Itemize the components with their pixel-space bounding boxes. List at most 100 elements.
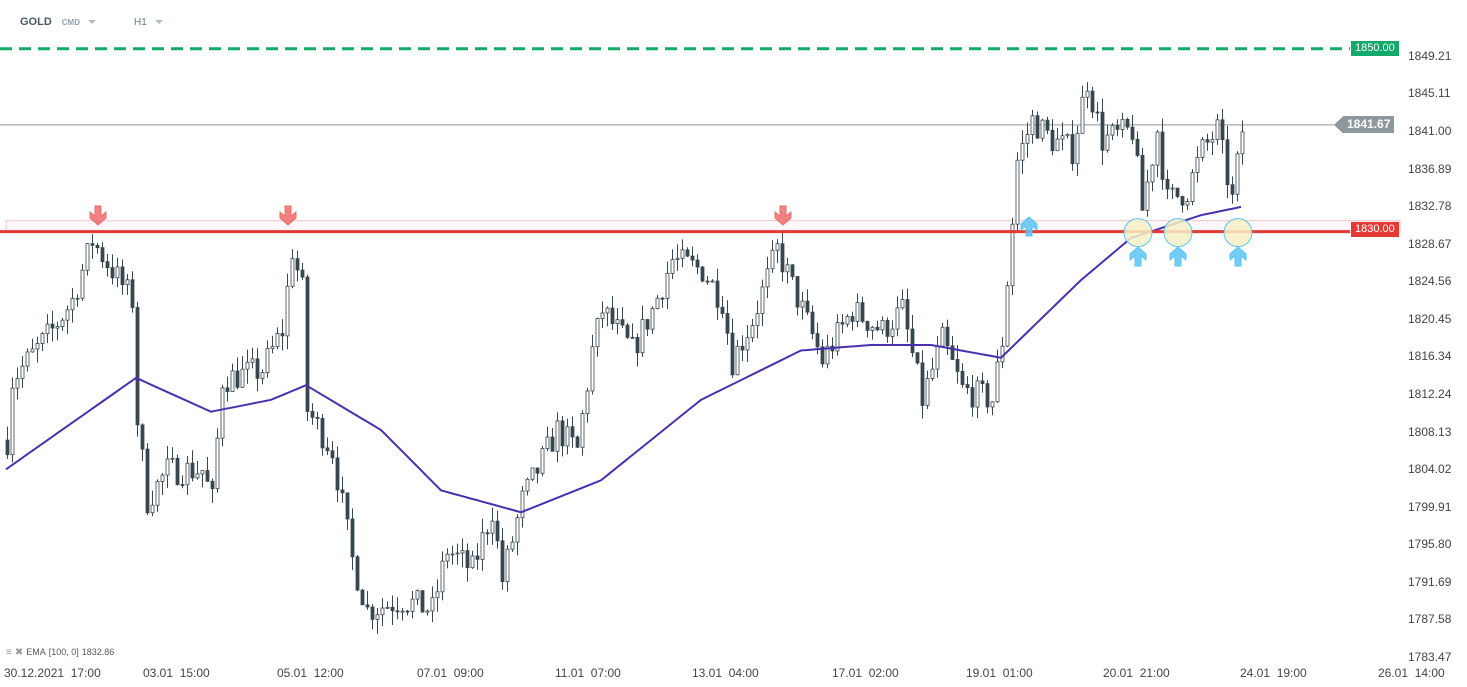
- candle-body: [1070, 134, 1075, 165]
- time-tick-label: 05.01 12:00: [277, 666, 344, 680]
- candle-body: [795, 276, 800, 308]
- candle-body: [85, 243, 90, 271]
- symbol-dropdown-icon[interactable]: [88, 20, 96, 24]
- candle-body: [660, 297, 665, 300]
- symbol-label[interactable]: GOLD: [20, 16, 52, 28]
- candle-body: [550, 436, 555, 452]
- candle-body: [520, 490, 525, 519]
- touch-circle-marker: [1123, 218, 1153, 248]
- candle-body: [115, 266, 120, 279]
- candle-body: [1015, 159, 1020, 225]
- candle-body: [1165, 178, 1170, 190]
- candle-body: [405, 610, 410, 613]
- time-tick-label: 30.12.2021 17:00: [4, 666, 101, 680]
- candle-body: [1050, 129, 1055, 152]
- candle-body: [760, 286, 765, 314]
- candle-body: [1190, 172, 1195, 203]
- candle-body: [1010, 223, 1015, 287]
- candle-body: [1005, 285, 1010, 347]
- candle-body: [620, 319, 625, 326]
- candle-body: [1105, 134, 1110, 151]
- settings-icon[interactable]: ≡: [6, 647, 12, 658]
- candle-body: [1040, 119, 1045, 139]
- buy-arrow-icon: [1129, 246, 1147, 267]
- candle-body: [640, 319, 645, 354]
- candle-body: [765, 268, 770, 288]
- candle-body: [605, 307, 610, 314]
- candle-body: [1025, 134, 1030, 144]
- price-tick-label: 1804.02: [1408, 462, 1452, 477]
- candle-body: [155, 481, 160, 506]
- candle-body: [465, 550, 470, 569]
- support-level-label: 1830.00: [1351, 221, 1399, 237]
- candle-body: [665, 273, 670, 299]
- candle-body: [645, 319, 650, 330]
- candle-body: [845, 316, 850, 325]
- candle-body: [630, 336, 635, 339]
- candle-body: [10, 387, 15, 456]
- candle-body: [960, 370, 965, 385]
- price-tick-label: 1824.56: [1408, 274, 1452, 289]
- candle-body: [855, 302, 860, 322]
- candle-body: [15, 378, 20, 389]
- timeframe-label[interactable]: H1: [134, 16, 147, 28]
- candle-body: [1085, 90, 1090, 98]
- candle-body: [950, 345, 955, 360]
- candle-body: [685, 249, 690, 257]
- timeframe-dropdown-icon[interactable]: [154, 20, 163, 24]
- buy-arrow-icon: [1169, 246, 1187, 267]
- candle-body: [1055, 138, 1060, 152]
- candle-body: [770, 249, 775, 270]
- candle-body: [1080, 96, 1085, 134]
- candle-body: [510, 541, 515, 550]
- candle-body: [895, 307, 900, 330]
- candle-body: [1170, 187, 1175, 190]
- candle-body: [720, 306, 725, 314]
- candle-body: [810, 311, 815, 334]
- candle-body: [130, 279, 135, 308]
- candle-body: [735, 345, 740, 376]
- candle-body: [920, 362, 925, 406]
- candle-body: [50, 323, 55, 329]
- candle-body: [385, 606, 390, 609]
- candle-body: [1110, 125, 1115, 136]
- time-tick-label: 13.01 04:00: [692, 666, 759, 680]
- candle-body: [530, 467, 535, 480]
- candle-body: [315, 416, 320, 419]
- candle-body: [940, 326, 945, 347]
- candle-body: [585, 390, 590, 414]
- candle-body: [65, 309, 70, 321]
- candle-body: [650, 308, 655, 330]
- candle-body: [1020, 142, 1025, 161]
- candle-body: [280, 333, 285, 337]
- candle-body: [165, 458, 170, 476]
- candle-body: [110, 267, 115, 279]
- candle-body: [1210, 139, 1215, 143]
- time-tick-label: 03.01 15:00: [143, 666, 210, 680]
- candle-body: [655, 297, 660, 309]
- candle-body: [1140, 155, 1145, 211]
- candle-body: [745, 337, 750, 351]
- candle-body: [625, 324, 630, 338]
- current-price-label: 1841.67: [1343, 116, 1395, 134]
- candle-body: [350, 518, 355, 558]
- candle-body: [755, 313, 760, 327]
- candle-body: [240, 368, 245, 388]
- candle-body: [1065, 134, 1070, 137]
- candle-body: [370, 606, 375, 620]
- price-tick-label: 1828.67: [1408, 236, 1452, 251]
- candle-body: [825, 345, 830, 365]
- candle-body: [785, 264, 790, 273]
- ema-params: [100, 0]: [48, 647, 79, 657]
- candle-body: [970, 387, 975, 408]
- candle-body: [380, 607, 385, 616]
- candle-body: [535, 467, 540, 474]
- price-tick-label: 1791.69: [1408, 574, 1452, 589]
- candle-body: [560, 420, 565, 447]
- candle-body: [505, 548, 510, 582]
- candle-body: [680, 249, 685, 259]
- candle-body: [1155, 131, 1160, 166]
- time-tick-label: 07.01 09:00: [417, 666, 484, 680]
- close-icon[interactable]: ✖: [14, 647, 24, 658]
